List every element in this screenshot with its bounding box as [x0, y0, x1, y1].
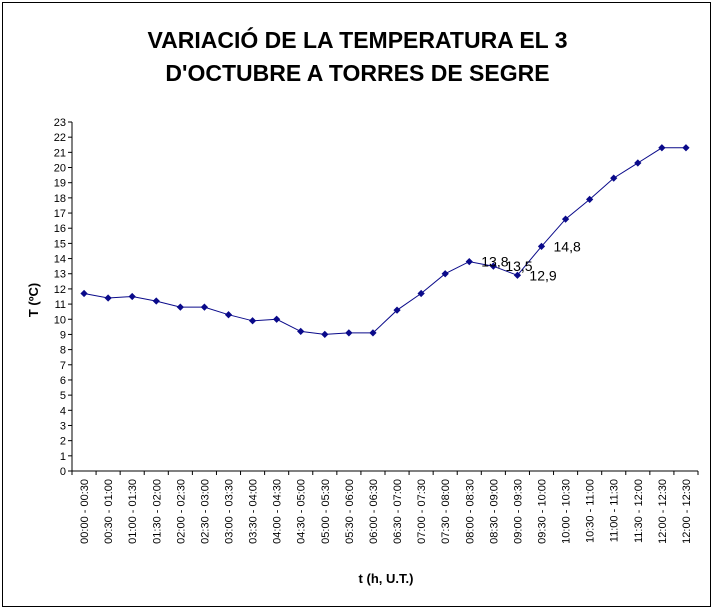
y-tick-label: 20 — [54, 163, 66, 175]
x-tick-label: 12:00 - 12:30 — [657, 479, 669, 544]
data-point-marker — [345, 329, 353, 337]
x-tick-labels: 00:00 - 00:30 00:30 - 01:00 01:00 - 01:30 0… — [79, 479, 693, 544]
data-point-marker — [658, 144, 666, 152]
x-tick-label: 08:00 - 08:30 — [464, 479, 476, 544]
data-point-marker — [441, 270, 449, 278]
data-point-marker — [417, 289, 425, 298]
y-tick-label: 10 — [54, 314, 66, 326]
y-tick-label: 15 — [54, 238, 66, 250]
data-point-marker — [176, 303, 184, 311]
data-point-marker — [634, 159, 642, 167]
y-tick-label: 1 — [60, 451, 66, 463]
x-tick-label: 12:00 - 12:30 — [681, 479, 693, 544]
y-tick-label: 0 — [60, 466, 66, 478]
x-tick-label: 07:00 - 07:30 — [416, 479, 428, 544]
y-tick-label: 8 — [60, 345, 66, 357]
y-tick-label: 12 — [54, 284, 66, 296]
chart-title-line-1: VARIACIÓ DE LA TEMPERATURA EL 3 — [147, 27, 568, 53]
data-point-marker — [513, 271, 522, 279]
data-point-marker — [224, 311, 233, 319]
x-tick-label: 08:30 - 09:00 — [488, 479, 500, 544]
x-tick-label: 02:30 - 03:00 — [199, 479, 211, 544]
data-point-marker — [610, 174, 618, 182]
x-tick-label: 03:30 - 04:00 — [248, 479, 260, 544]
data-point-marker — [80, 289, 88, 298]
data-label: 12,9 — [529, 267, 556, 283]
y-tick-label: 5 — [60, 390, 66, 402]
data-point-marker — [273, 315, 281, 323]
y-tick-label: 22 — [54, 132, 66, 144]
y-tick-label: 17 — [54, 208, 66, 220]
series-temperature — [80, 144, 690, 339]
y-axis-title: T (ºC) — [26, 283, 41, 317]
x-tick-label: 11:00 - 11:30 — [609, 479, 621, 542]
y-tick-label: 14 — [54, 254, 66, 266]
data-label: 14,8 — [554, 238, 581, 254]
data-point-marker — [393, 306, 401, 314]
data-point-marker — [200, 303, 209, 311]
data-point-marker — [465, 257, 473, 266]
data-label: 13,8 — [481, 254, 508, 270]
y-tick-label: 23 — [54, 117, 66, 129]
x-tick-label: 04:00 - 04:30 — [272, 479, 284, 544]
x-tick-label: 00:00 - 00:30 — [79, 479, 91, 544]
x-tick-label: 11:30 - 12:00 — [633, 479, 645, 543]
data-point-marker — [248, 317, 257, 325]
data-point-marker — [104, 294, 112, 302]
x-tick-label: 09:00 - 09:30 — [512, 479, 524, 544]
data-point-marker — [152, 297, 160, 305]
data-point-marker — [489, 262, 497, 270]
x-tick-label: 05:30 - 06:00 — [344, 479, 356, 544]
y-tick-label: 16 — [54, 223, 66, 235]
data-point-marker — [682, 144, 690, 152]
x-tick-label: 05:00 - 05:30 — [320, 479, 332, 544]
x-tick-label: 01:30 - 02:00 — [151, 479, 163, 544]
x-tick-label: 10:30 - 11:00 — [585, 479, 597, 543]
x-tick-label: 03:00 - 03:30 — [224, 479, 236, 544]
data-point-marker — [297, 327, 305, 336]
x-tick-label: 00:30 - 01:00 — [103, 479, 115, 544]
y-tick-label: 13 — [54, 269, 66, 281]
x-tick-label: 10:00 - 10:30 — [561, 479, 573, 544]
y-tick-label: 21 — [54, 147, 66, 159]
data-point-marker — [369, 329, 377, 337]
x-axis-title: t (h, U.T.) — [359, 571, 414, 586]
data-labels: 13,813,512,9 14,8 — [481, 238, 581, 283]
axes — [68, 121, 699, 475]
data-point-marker — [537, 242, 546, 251]
x-tick-label: 02:00 - 02:30 — [175, 479, 187, 544]
y-tick-label: 2 — [60, 436, 66, 448]
y-tick-label: 6 — [60, 375, 66, 387]
y-tick-label: 3 — [60, 420, 66, 432]
data-point-marker — [586, 195, 594, 204]
data-point-marker — [561, 215, 570, 223]
data-label: 13,5 — [505, 258, 532, 274]
y-tick-label: 4 — [60, 405, 66, 417]
y-tick-label: 18 — [54, 193, 66, 205]
y-tick-label: 7 — [60, 360, 66, 372]
y-tick-label: 11 — [55, 299, 66, 311]
x-tick-label: 06:30 - 07:00 — [392, 479, 404, 544]
x-tick-label: 09:30 - 10:00 — [537, 479, 549, 544]
series-line — [83, 147, 686, 335]
x-tick-label: 06:00 - 06:30 — [368, 479, 380, 544]
data-point-marker — [321, 330, 329, 339]
data-point-marker — [128, 292, 136, 301]
chart-title-line-2: D'OCTUBRE A TORRES DE SEGRE — [165, 60, 550, 86]
chart-title: VARIACIÓ DE LA TEMPERATURA EL 3 D'OCTUBR… — [0, 24, 715, 90]
x-tick-label: 07:30 - 08:00 — [440, 479, 452, 544]
y-tick-label: 19 — [54, 178, 66, 190]
x-tick-label: 04:30 - 05:00 — [296, 479, 308, 544]
x-tick-label: 01:00 - 01:30 — [127, 479, 139, 544]
y-tick-label: 9 — [60, 329, 66, 341]
